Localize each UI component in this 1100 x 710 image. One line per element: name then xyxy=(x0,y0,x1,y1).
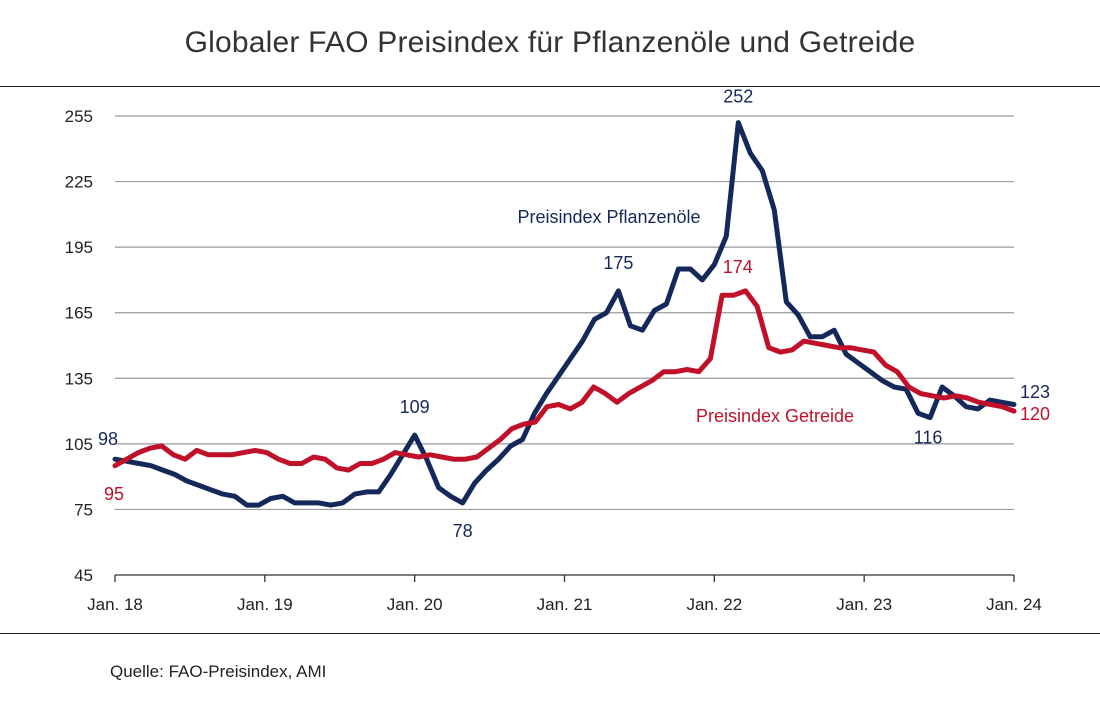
y-tick-label: 105 xyxy=(65,435,93,454)
series-name-label: Preisindex Pflanzenöle xyxy=(517,207,700,227)
x-tick-label: Jan. 24 xyxy=(986,595,1042,614)
x-tick-label: Jan. 21 xyxy=(537,595,593,614)
bottom-divider xyxy=(0,633,1100,634)
x-tick-label: Jan. 20 xyxy=(387,595,443,614)
y-axis-ticks: 45 75 105 135 165 195 225 255 xyxy=(65,107,93,585)
data-label: 109 xyxy=(400,397,430,417)
y-tick-label: 225 xyxy=(65,173,93,192)
data-label: 116 xyxy=(914,427,943,447)
data-label: 175 xyxy=(603,253,633,273)
data-label: 174 xyxy=(723,257,753,277)
data-label: 252 xyxy=(723,87,753,107)
chart-title: Globaler FAO Preisindex für Pflanzenöle … xyxy=(184,26,916,59)
data-label: 78 xyxy=(453,521,473,541)
top-divider xyxy=(0,86,1100,87)
start-value-label: 95 xyxy=(104,484,124,504)
end-value-label: 120 xyxy=(1020,404,1050,424)
x-axis: Jan. 18 Jan. 19 Jan. 20 Jan. 21 Jan. 22 Jan. … xyxy=(87,574,1042,614)
start-value-label: 98 xyxy=(98,429,118,449)
y-tick-label: 255 xyxy=(65,107,93,126)
y-tick-label: 75 xyxy=(74,500,93,519)
x-tick-label: Jan. 19 xyxy=(237,595,293,614)
y-tick-label: 45 xyxy=(74,566,93,585)
x-tick-label: Jan. 18 xyxy=(87,595,143,614)
series-line-getreide xyxy=(112,288,1017,473)
y-tick-label: 195 xyxy=(65,238,93,257)
x-tick-label: Jan. 22 xyxy=(686,595,742,614)
series-lines xyxy=(112,120,1017,508)
end-value-label: 123 xyxy=(1020,382,1050,402)
y-tick-label: 165 xyxy=(65,304,93,323)
x-tick-label: Jan. 23 xyxy=(836,595,892,614)
y-tick-label: 135 xyxy=(65,369,93,388)
series-name-label: Preisindex Getreide xyxy=(696,406,854,426)
series-line-pflanzenoele xyxy=(112,120,1017,508)
source-note: Quelle: FAO-Preisindex, AMI xyxy=(110,662,327,681)
grid-lines xyxy=(115,115,1014,511)
